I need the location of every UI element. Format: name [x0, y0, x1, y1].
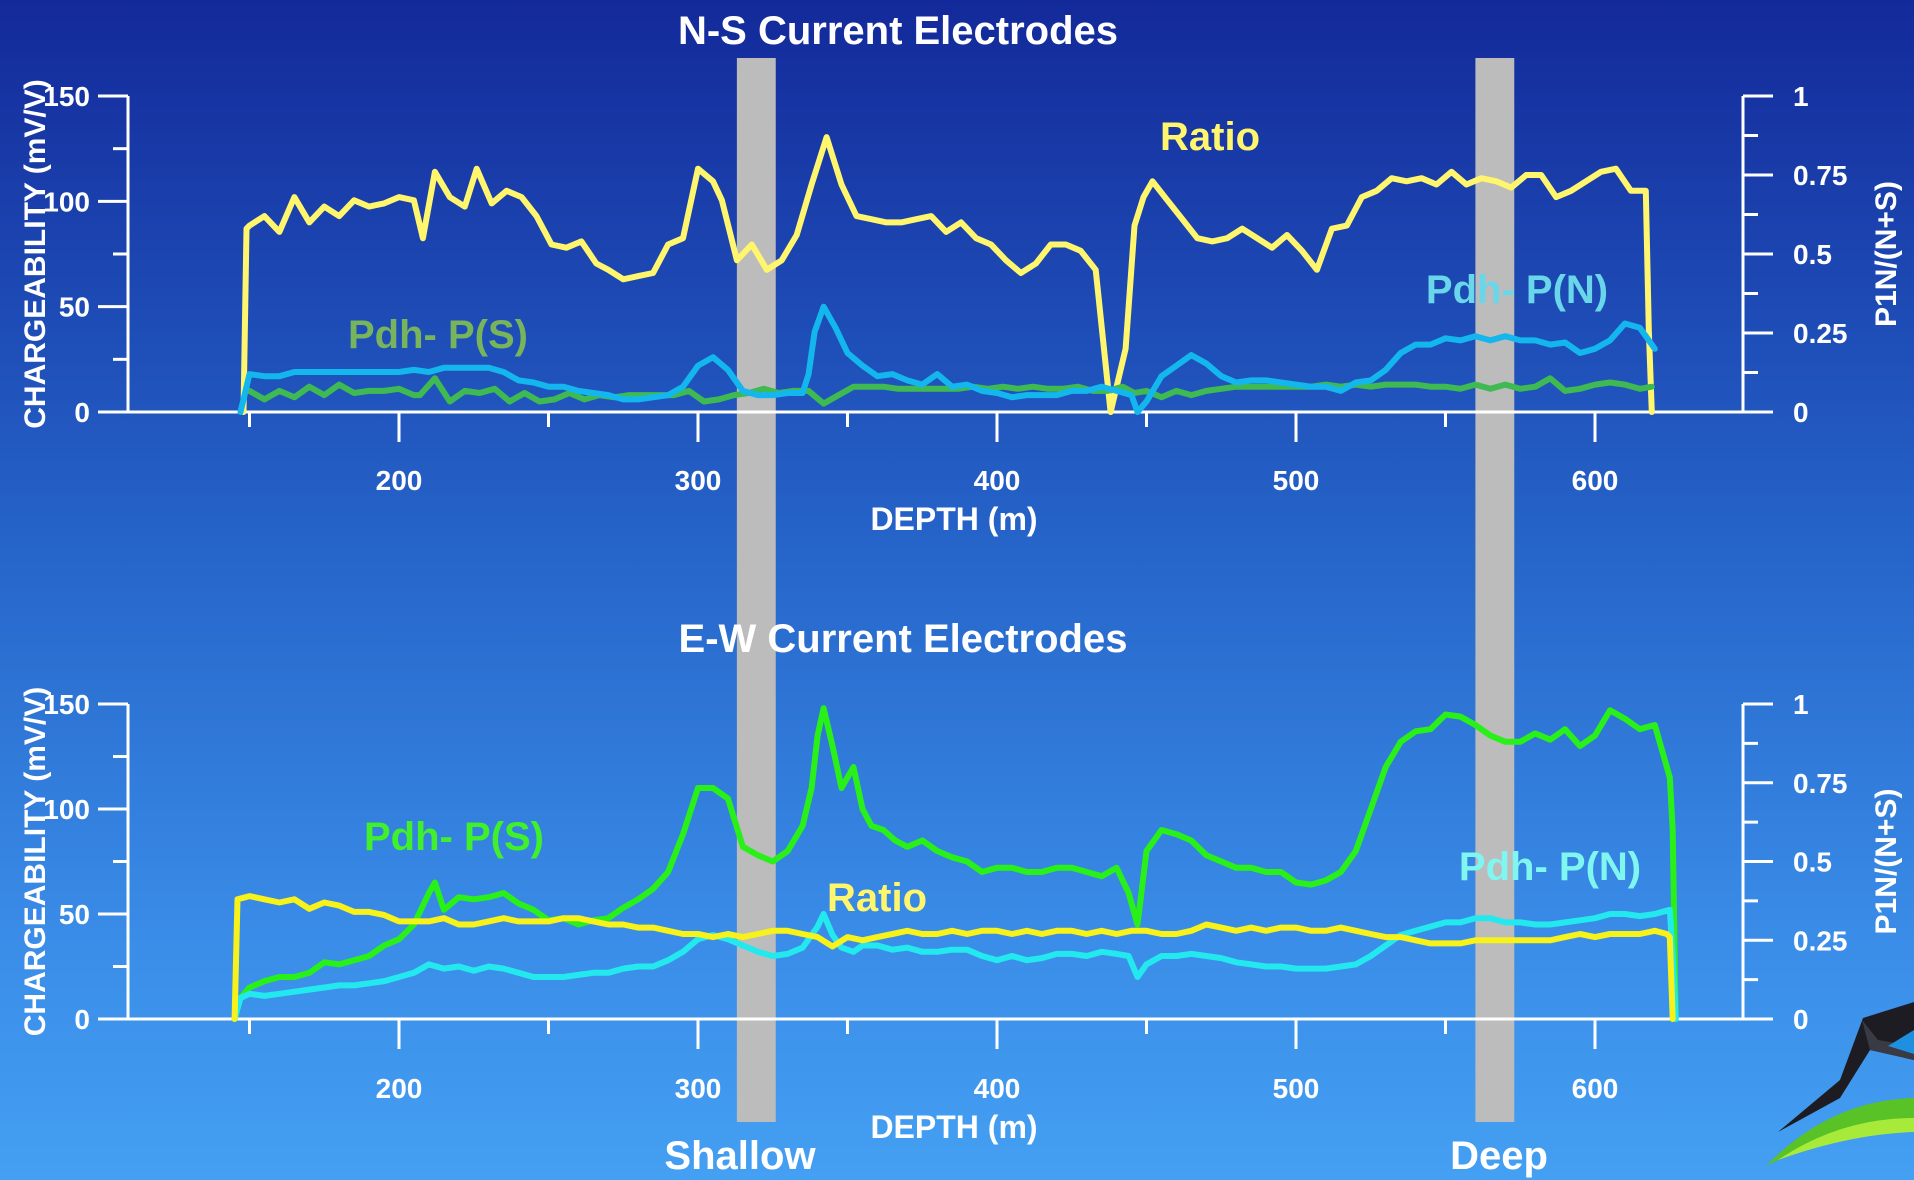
ns-y-axis-label: CHARGEABILITY (mV/V): [19, 79, 52, 428]
ns-y2-tick-label: 1: [1793, 81, 1809, 112]
ew-pdh-p-n-series-line: [231, 906, 1679, 1022]
ns-pdh-p-s-series-line: [243, 375, 1655, 407]
ns-ratio-label: Ratio: [1160, 115, 1260, 159]
ew-y-axis-label: CHARGEABILITY (mV/V): [19, 687, 52, 1036]
ns-chart-panel: 0 50 100 150 0 0.25 0.5 0.75 1 200 300 400 500 600 DEP…: [19, 79, 1903, 537]
ew-y-tick-label: 50: [59, 899, 90, 930]
ew-chart-title: E-W Current Electrodes: [679, 617, 1128, 661]
ns-y2-axis-label: P1N/(N+S): [1870, 181, 1903, 327]
ew-x-tick-label: 600: [1572, 1073, 1619, 1104]
ew-x-tick-label: 300: [675, 1073, 722, 1104]
ns-pdh-n-label: Pdh- P(N): [1426, 268, 1608, 312]
ns-pdh-p-n-series-line: [237, 303, 1658, 415]
mountain-swoosh-logo-icon: [1766, 1002, 1914, 1166]
shallow-label: Shallow: [664, 1134, 816, 1178]
ns-y-tick-label: 0: [74, 397, 90, 428]
ns-x-tick-label: 400: [974, 465, 1021, 496]
deep-label: Deep: [1450, 1134, 1548, 1178]
ew-y2-axis-label: P1N/(N+S): [1870, 789, 1903, 935]
ew-y2-tick-label: 0.75: [1793, 768, 1848, 799]
ns-pdh-s-label: Pdh- P(S): [348, 313, 528, 357]
ew-y-tick-label: 100: [43, 794, 90, 825]
ew-y2-tick-label: 0.25: [1793, 925, 1848, 956]
ew-pdh-p-s-series-line: [231, 705, 1679, 1022]
ew-x-axis-label: DEPTH (m): [870, 1109, 1037, 1145]
ew-chart-panel: 0 50 100 150 0 0.25 0.5 0.75 1 200 300 400 500 600 DEP…: [19, 687, 1903, 1145]
ns-x-axis-label: DEPTH (m): [870, 501, 1037, 537]
ew-y-tick-label: 150: [43, 689, 90, 720]
ew-y-tick-label: 0: [74, 1004, 90, 1035]
ns-y-tick-label: 50: [59, 292, 90, 323]
ns-chart-title: N-S Current Electrodes: [678, 9, 1118, 53]
ew-y2-tick-label: 1: [1793, 689, 1809, 720]
ew-ratio-label: Ratio: [827, 876, 927, 920]
ns-x-tick-label: 600: [1572, 465, 1619, 496]
ns-y2-tick-label: 0: [1793, 397, 1809, 428]
ew-ratio-series-line: [231, 893, 1676, 1022]
ns-y2-tick-label: 0.5: [1793, 239, 1832, 270]
ns-ratio-series-line: [240, 134, 1655, 415]
ns-x-tick-label: 500: [1273, 465, 1320, 496]
ew-x-tick-label: 500: [1273, 1073, 1320, 1104]
ns-y2-tick-label: 0.75: [1793, 160, 1848, 191]
ns-x-tick-label: 200: [376, 465, 423, 496]
ns-y-tick-label: 150: [43, 81, 90, 112]
ns-x-tick-label: 300: [675, 465, 722, 496]
deep-zone-band: [1475, 58, 1515, 1122]
ew-y2-tick-label: 0.5: [1793, 847, 1832, 878]
ns-y-tick-label: 100: [43, 186, 90, 217]
shallow-zone-band: [736, 58, 776, 1122]
ew-x-tick-label: 200: [376, 1073, 423, 1104]
ew-pdh-s-label: Pdh- P(S): [364, 815, 544, 859]
ns-y2-tick-label: 0.25: [1793, 318, 1848, 349]
ew-x-tick-label: 400: [974, 1073, 1021, 1104]
ew-pdh-n-label: Pdh- P(N): [1459, 845, 1641, 889]
ew-y2-tick-label: 0: [1793, 1004, 1809, 1035]
